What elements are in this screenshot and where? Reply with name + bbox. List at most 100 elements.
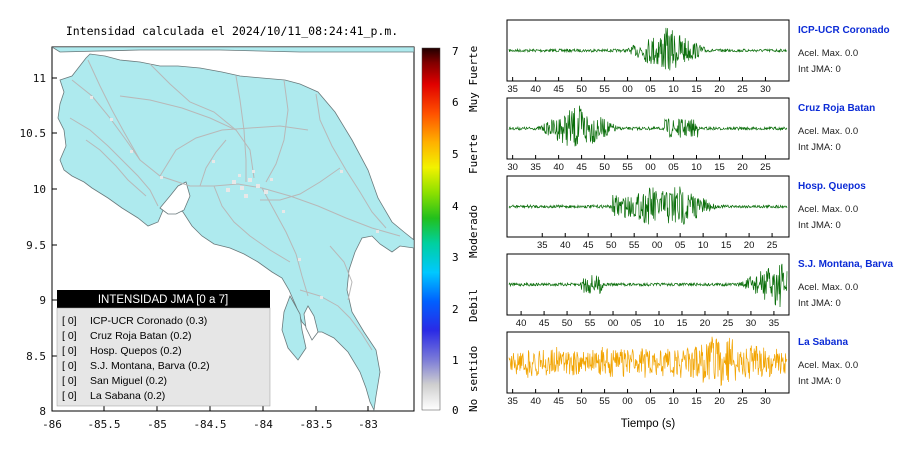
waveform-tick-label: 35 [537,240,548,251]
waveform-tick-label: 10 [668,396,679,407]
waveform-tick-label: 45 [553,84,564,95]
station-jma: Int JMA: 0 [798,142,841,153]
legend-entry-code: [ 0] [62,360,77,372]
waveform-tick-label: 15 [691,396,702,407]
colorbar-category: No sentido [467,346,480,412]
waveform-tick-label: 50 [576,396,587,407]
waveform-tick-label: 15 [677,318,688,329]
station-jma: Int JMA: 0 [798,376,841,387]
waveform-tick-label: 40 [530,84,541,95]
y-tick-label: 10.5 [20,127,47,140]
map-title: Intensidad calculada el 2024/10/11_08:24… [66,24,398,38]
waveform-tick-label: 15 [714,162,725,173]
waveform-tick-label: 55 [622,162,633,173]
colorbar-ramp [421,47,441,411]
legend-entry-label: San Miguel (0.2) [90,375,167,387]
legend-entry-label: La Sabana (0.2) [90,390,165,402]
waveform-trace [508,336,788,387]
legend-header [57,290,270,308]
station-jma: Int JMA: 0 [798,298,841,309]
town-markers [90,96,379,299]
station-name: La Sabana [798,337,848,348]
legend-entry-code: [ 0] [62,345,77,357]
waveform-tick-label: 55 [599,396,610,407]
legend-entry-code: [ 0] [62,330,77,342]
waveform-panel: 35 40 45 50 55 00 05 10 15 20 25 30 ICP-UCR Coronado… [506,19,890,95]
waveform-tick-label: 05 [631,318,642,329]
waveform-tick-label: 55 [599,84,610,95]
waveform-tick-label: 45 [583,240,594,251]
map-x-tick-labels: -86 -85.5 -85 -84.5 -84 -83.5 -83 [42,418,378,431]
x-tick-label: -83.5 [299,418,332,431]
waveform-tick-label: 30 [746,318,757,329]
legend-entry-code: [ 0] [62,315,77,327]
legend-entry-label: ICP-UCR Coronado (0.3) [90,315,207,327]
map-panel: -86 -85.5 -85 -84.5 -84 -83.5 -83 11 10.… [20,46,415,431]
legend-title: INTENSIDAD JMA [0 a 7] [98,294,228,306]
waveform-tick-label: 45 [553,396,564,407]
waveform-tick-label: 50 [562,318,573,329]
waveform-tick-label: 00 [645,162,656,173]
colorbar-tick: 2 [452,303,459,316]
colorbar-tick: 0 [452,404,459,417]
nicaragua-edge [52,47,414,53]
x-tick-label: -83 [358,418,378,431]
intensity-legend: INTENSIDAD JMA [0 a 7] [ 0] ICP-UCR Coro… [56,290,271,407]
colorbar-category: Muy Fuerte [467,46,480,112]
waveform-tick-label: 00 [652,240,663,251]
colorbar-category: Debil [467,289,480,322]
waveform-tick-label: 00 [622,84,633,95]
waveform-tick-label: 20 [714,396,725,407]
waveform-trace [508,105,788,147]
waveform-tick-label: 20 [714,84,725,95]
waveform-tick-label: 05 [675,240,686,251]
x-tick-label: -85.5 [87,418,120,431]
station-accel: Acel. Max. 0.0 [798,126,858,137]
station-name: S.J. Montana, Barva [798,259,893,270]
waveform-panel: 35 40 45 50 55 00 05 10 15 20 25 Hosp. Quepos Acel. … [506,175,866,251]
station-accel: Acel. Max. 0.0 [798,282,858,293]
station-accel: Acel. Max. 0.0 [798,360,858,371]
waveform-panel: 35 40 45 50 55 00 05 10 15 20 25 30 La Sabana Acel. M… [506,331,858,407]
waveform-tick-label: 05 [645,84,656,95]
station-jma: Int JMA: 0 [798,64,841,75]
waveform-tick-label: 00 [608,318,619,329]
colorbar-tick: 3 [452,251,459,264]
waveform-tick-label: 20 [737,162,748,173]
gulf-of-nicoya [159,181,191,215]
colorbar-tick: 1 [452,354,459,367]
waveform-tick-label: 40 [516,318,527,329]
legend-entry-code: [ 0] [62,390,77,402]
road-network [69,59,401,351]
waveform-panel: 30 35 40 45 50 55 00 05 10 15 20 25 Cruz Roja Batan A… [506,97,875,173]
waveform-tick-label: 55 [585,318,596,329]
colorbar-tick: 4 [452,200,459,213]
waveform-tick-label: 45 [539,318,550,329]
waveform-tick-label: 00 [622,396,633,407]
y-tick-label: 9 [39,294,46,307]
waveform-tick-label: 35 [507,396,518,407]
station-accel: Acel. Max. 0.0 [798,48,858,59]
legend-entry-label: Hosp. Quepos (0.2) [90,345,182,357]
waveform-tick-label: 05 [668,162,679,173]
y-tick-label: 11 [33,72,46,85]
waveform-tick-label: 10 [654,318,665,329]
waveform-tick-label: 30 [507,162,518,173]
colorbar-tick: 5 [452,148,459,161]
waveform-tick-label: 30 [760,84,771,95]
waveform-trace [508,27,788,71]
map-axes [51,77,369,412]
waveform-tick-label: 45 [576,162,587,173]
waveform-tick-label: 50 [599,162,610,173]
station-jma: Int JMA: 0 [798,220,841,231]
waveform-tick-label: 10 [668,84,679,95]
station-name: Cruz Roja Batan [798,103,875,114]
waveform-tick-label: 25 [737,396,748,407]
station-name: ICP-UCR Coronado [798,25,890,36]
waveform-panels: 35 40 45 50 55 00 05 10 15 20 25 30 ICP-UCR Coronado… [506,19,893,407]
map-y-tick-labels: 11 10.5 10 9.5 9 8.5 8 [20,72,47,418]
waveform-tick-label: 35 [530,162,541,173]
waveform-tick-label: 35 [507,84,518,95]
x-tick-label: -86 [42,418,62,431]
